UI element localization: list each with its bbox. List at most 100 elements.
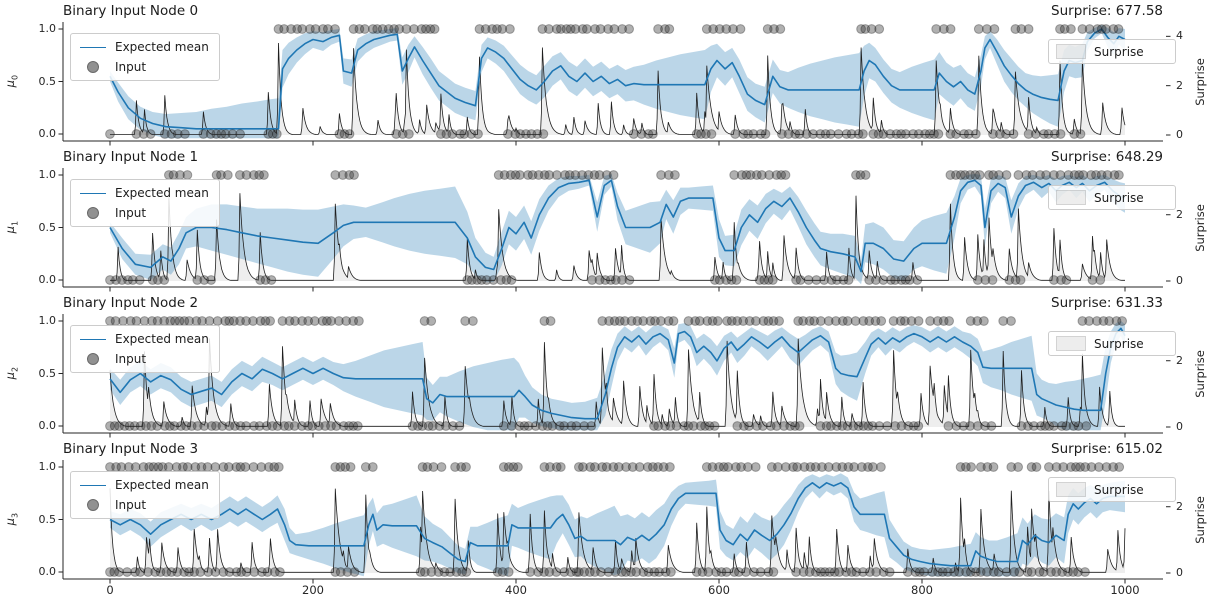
input-dots bbox=[105, 170, 1124, 285]
input-dot-glyph bbox=[79, 61, 107, 73]
surprise-trace bbox=[110, 42, 1126, 135]
plot-area-3 bbox=[58, 460, 1171, 584]
input-dot-glyph bbox=[79, 207, 107, 219]
right-tick-label: 2 bbox=[1176, 353, 1183, 367]
legend-label: Expected mean bbox=[115, 40, 209, 54]
surprise-fill bbox=[110, 193, 1125, 281]
plot-area-2 bbox=[58, 314, 1171, 438]
y-axis-label: μ1 bbox=[0, 168, 22, 287]
right-tick-label: 2 bbox=[1176, 207, 1183, 221]
subplot-1: Binary Input Node 1 Surprise: 648.29 1.0 0.… bbox=[0, 146, 1211, 292]
surprise-total: Surprise: 677.58 bbox=[1051, 3, 1163, 19]
x-tick-label: 600 bbox=[708, 583, 730, 597]
surprise-fill bbox=[110, 43, 1125, 135]
input-dots bbox=[105, 462, 1125, 577]
surprise-fill bbox=[110, 488, 1125, 573]
right-tick-label: 2 bbox=[1176, 499, 1183, 513]
surprise-patch-glyph bbox=[1056, 482, 1086, 497]
plot-area-0 bbox=[58, 22, 1171, 146]
right-tick-label: 0 bbox=[1176, 420, 1183, 433]
subplot-3: Binary Input Node 3 Surprise: 615.02 1.0 0.… bbox=[0, 438, 1211, 611]
subplot-2: Binary Input Node 2 Surprise: 631.33 1.0 0.… bbox=[0, 292, 1211, 438]
y-axis-label: μ3 bbox=[0, 460, 22, 579]
legend-label: Surprise bbox=[1094, 482, 1144, 497]
legend-entry-expected-mean: Expected mean bbox=[79, 332, 209, 346]
input-dots bbox=[105, 24, 1124, 139]
legend-label: Input bbox=[115, 60, 147, 74]
right-axis-label: Surprise bbox=[1193, 57, 1208, 106]
mean-line-glyph bbox=[79, 46, 107, 48]
surprise-total: Surprise: 615.02 bbox=[1051, 441, 1163, 457]
y-tick-label: 1.0 bbox=[38, 314, 57, 327]
legend-entry-input: Input bbox=[79, 206, 209, 220]
right-axis-label: Surprise bbox=[1193, 203, 1208, 252]
legend-label: Input bbox=[115, 206, 147, 220]
mean-line bbox=[109, 482, 1125, 567]
x-tick-label: 800 bbox=[911, 583, 933, 597]
y-tick-label: 1.0 bbox=[38, 460, 57, 473]
surprise-patch-glyph bbox=[1056, 44, 1086, 59]
right-tick-label: 4 bbox=[1176, 29, 1183, 43]
mu-symbol: μ bbox=[2, 518, 17, 526]
surprise-patch-glyph bbox=[1056, 336, 1086, 351]
legend-label: Expected mean bbox=[115, 478, 209, 492]
mu-subscript: 1 bbox=[10, 221, 20, 227]
surprise-trace bbox=[109, 488, 1126, 573]
mu-symbol: μ bbox=[2, 372, 17, 380]
input-dots bbox=[105, 316, 1127, 431]
confidence-band bbox=[110, 321, 1125, 431]
legend: Expected mean Input bbox=[70, 471, 220, 519]
x-tick-label: 200 bbox=[302, 583, 324, 597]
mu-symbol: μ bbox=[2, 226, 17, 234]
input-dot-glyph bbox=[79, 353, 107, 365]
plot-title: Binary Input Node 2 bbox=[63, 295, 199, 311]
right-tick-label: 2 bbox=[1176, 78, 1183, 92]
plot-title: Binary Input Node 1 bbox=[63, 149, 199, 165]
legend-entry-expected-mean: Expected mean bbox=[79, 478, 209, 492]
right-axis-label: Surprise bbox=[1193, 495, 1208, 544]
plot-title: Binary Input Node 3 bbox=[63, 441, 199, 457]
right-tick-label: 0 bbox=[1176, 274, 1183, 287]
mean-line-glyph bbox=[79, 192, 107, 194]
y-tick-label: 1.0 bbox=[38, 22, 57, 35]
legend-entry-input: Input bbox=[79, 498, 209, 512]
confidence-band bbox=[110, 473, 1125, 577]
surprise-trace bbox=[109, 338, 1125, 427]
legend-surprise: Surprise bbox=[1048, 185, 1176, 210]
axis-spines bbox=[58, 314, 1171, 438]
y-tick-label: 0.0 bbox=[38, 565, 57, 578]
legend-surprise: Surprise bbox=[1048, 331, 1176, 356]
mu-subscript: 2 bbox=[10, 367, 20, 373]
mean-line bbox=[109, 327, 1126, 420]
y-tick-label: 0.5 bbox=[38, 220, 57, 234]
mean-line-glyph bbox=[79, 338, 107, 340]
y-tick-label: 1.0 bbox=[38, 168, 57, 181]
mu-subscript: 0 bbox=[10, 75, 20, 81]
y-tick-label: 0.5 bbox=[38, 74, 57, 88]
y-axis-label: μ0 bbox=[0, 22, 22, 141]
legend-label: Input bbox=[115, 498, 147, 512]
legend-label: Surprise bbox=[1094, 190, 1144, 205]
y-tick-label: 0.5 bbox=[38, 512, 57, 526]
surprise-total: Surprise: 648.29 bbox=[1051, 149, 1163, 165]
y-tick-label: 0.0 bbox=[38, 419, 57, 432]
legend: Expected mean Input bbox=[70, 325, 220, 373]
y-axis-label: μ2 bbox=[0, 314, 22, 433]
right-tick-label: 0 bbox=[1176, 128, 1183, 141]
y-tick-label: 0.0 bbox=[38, 273, 57, 286]
surprise-trace bbox=[110, 193, 1125, 281]
right-tick-label: 0 bbox=[1176, 566, 1183, 579]
legend-label: Input bbox=[115, 352, 147, 366]
legend-entry-expected-mean: Expected mean bbox=[79, 186, 209, 200]
confidence-band bbox=[110, 174, 1125, 285]
legend-entry-input: Input bbox=[79, 352, 209, 366]
x-tick-label: 0 bbox=[106, 583, 114, 597]
legend-label: Surprise bbox=[1094, 336, 1144, 351]
y-tick-label: 0.0 bbox=[38, 127, 57, 140]
mu-subscript: 3 bbox=[10, 513, 20, 519]
plot-title: Binary Input Node 0 bbox=[63, 3, 199, 19]
mu-symbol: μ bbox=[2, 80, 17, 88]
legend-label: Expected mean bbox=[115, 186, 209, 200]
mean-line bbox=[109, 179, 1126, 273]
axis-spines bbox=[58, 168, 1171, 292]
